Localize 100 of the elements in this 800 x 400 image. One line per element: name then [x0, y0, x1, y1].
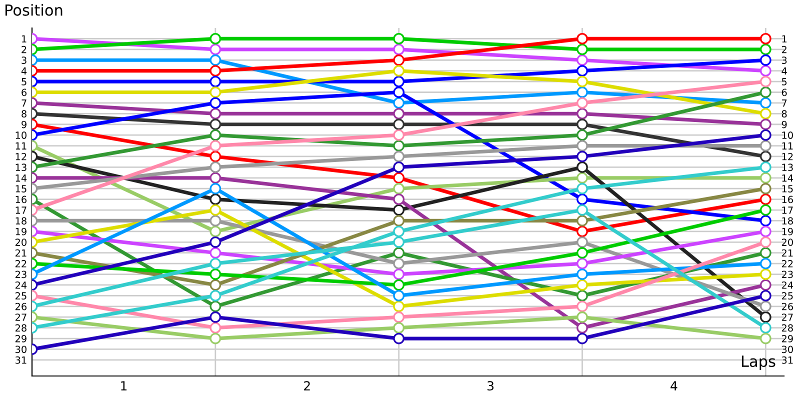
y-tick-label: 13 [16, 164, 26, 172]
point [210, 172, 222, 184]
point [760, 44, 772, 56]
point [210, 97, 222, 109]
point [576, 215, 588, 226]
y-tick-label: 27 [15, 314, 26, 321]
point [576, 33, 588, 44]
point [393, 54, 405, 66]
point [210, 300, 222, 312]
y2-tick-label: 8 [782, 110, 787, 118]
point [760, 140, 772, 152]
y2-tick-label: 1 [782, 35, 787, 42]
point [393, 311, 405, 323]
point [576, 54, 588, 66]
point [760, 129, 772, 141]
point [760, 215, 772, 226]
y-tick-label: 2 [22, 46, 26, 54]
point [393, 65, 405, 77]
point [760, 108, 772, 120]
y2-tick-label: 25 [782, 292, 793, 300]
point [393, 86, 405, 98]
y2-tick-label: 14 [782, 174, 794, 182]
point [760, 236, 772, 248]
y-tick-label: 19 [16, 228, 26, 236]
y2-tick-label: 3 [782, 56, 787, 64]
point [210, 204, 222, 216]
y2-tick-label: 4 [782, 67, 787, 75]
point [393, 108, 405, 120]
y-tick-label: 23 [15, 270, 26, 278]
y2-tick-label: 28 [782, 324, 793, 332]
y-tick-label: 3 [22, 56, 26, 64]
point [210, 140, 222, 152]
y-tick-label: 14 [16, 174, 27, 182]
y2-tick-label: 16 [782, 196, 793, 204]
y-tick-label: 16 [16, 196, 27, 204]
point [210, 290, 222, 302]
point [576, 129, 588, 141]
y2-tick-label: 11 [782, 142, 793, 150]
y-tick-label: 1 [22, 35, 26, 42]
y2-tick-label: 6 [782, 88, 787, 96]
point [210, 162, 222, 173]
point [760, 97, 772, 109]
y-tick-label: 22 [15, 260, 26, 268]
point [393, 33, 405, 44]
point [760, 332, 772, 344]
point [576, 204, 588, 216]
point [393, 300, 405, 312]
point [393, 226, 405, 238]
y-tick-label: 4 [21, 67, 27, 75]
point [393, 140, 405, 152]
point [210, 268, 222, 280]
point [576, 300, 588, 312]
point [210, 236, 222, 248]
point [576, 172, 588, 184]
point [210, 279, 222, 291]
point [576, 247, 588, 259]
point [760, 65, 772, 77]
point [760, 258, 772, 270]
point [393, 204, 405, 216]
y2-tick-label: 26 [782, 302, 793, 310]
point [576, 258, 588, 270]
point [760, 268, 772, 280]
point [210, 108, 222, 120]
point [760, 182, 772, 194]
y-tick-label: 20 [15, 238, 26, 246]
x-tick-label: 2 [304, 381, 310, 390]
y2-tick-label: 31 [782, 356, 793, 364]
y2-tick-label: 9 [782, 120, 787, 128]
point [760, 76, 772, 88]
y-axis-title: Position [6, 4, 62, 16]
y-tick-label: 21 [15, 249, 26, 257]
x-tick-label: 4 [670, 381, 678, 390]
x-tick-label: 3 [488, 381, 494, 391]
point [760, 86, 772, 98]
y2-tick-label: 21 [782, 249, 793, 257]
point [393, 150, 405, 162]
x-axis-title: Laps [742, 356, 776, 370]
y2-tick-label: 19 [782, 228, 793, 236]
point [393, 236, 405, 248]
point [576, 311, 588, 323]
point [576, 226, 588, 238]
point [393, 215, 405, 226]
point [210, 76, 222, 88]
point [576, 140, 588, 152]
point [210, 129, 222, 141]
point [393, 332, 405, 344]
point [210, 33, 222, 44]
point [760, 300, 772, 312]
y2-tick-label: 23 [782, 270, 793, 278]
point [210, 311, 222, 323]
point [576, 290, 588, 302]
point [760, 311, 772, 323]
point [576, 279, 588, 291]
point [210, 332, 222, 344]
point [576, 236, 588, 248]
y2-tick-label: 27 [782, 314, 793, 321]
point [393, 129, 405, 141]
point [760, 322, 772, 334]
x-tick-label: 1 [121, 381, 127, 390]
point [210, 65, 222, 77]
